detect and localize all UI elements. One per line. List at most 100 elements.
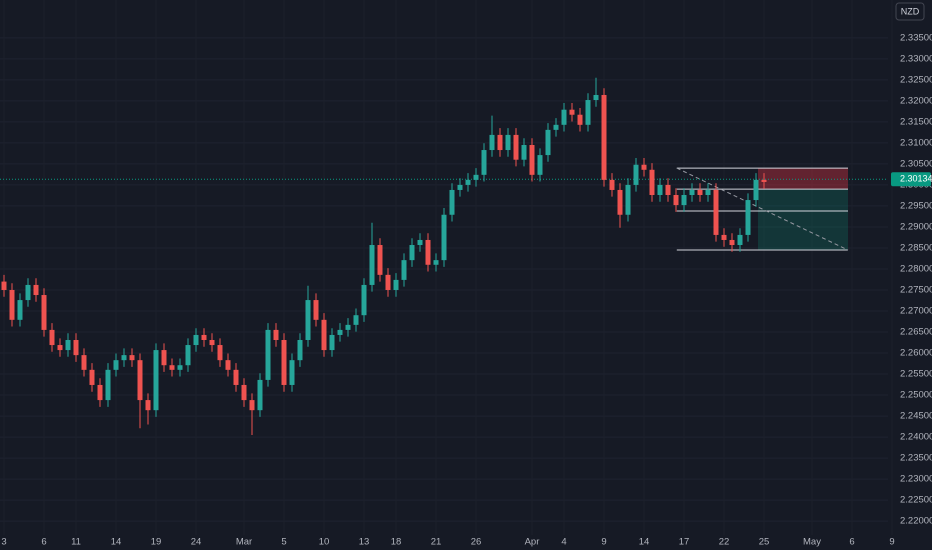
candle-body bbox=[553, 124, 559, 130]
candle-body bbox=[585, 100, 591, 125]
y-tick-label: 2.32000 bbox=[900, 95, 932, 106]
candle-body bbox=[673, 195, 679, 206]
candle-body bbox=[633, 164, 639, 185]
candle-body bbox=[241, 384, 247, 401]
candle-body bbox=[41, 295, 47, 330]
x-tick-label: 11 bbox=[71, 537, 81, 548]
x-tick-label: Mar bbox=[236, 537, 252, 548]
candle-body bbox=[177, 365, 183, 370]
y-tick-label: 2.23000 bbox=[900, 474, 932, 485]
x-tick-label: May bbox=[803, 537, 821, 548]
candle-body bbox=[529, 144, 535, 175]
candle-body bbox=[329, 334, 335, 351]
x-tick-label: 26 bbox=[471, 537, 482, 548]
y-tick-label: 2.23500 bbox=[900, 453, 932, 464]
candle-body bbox=[201, 334, 207, 340]
x-tick-label: 14 bbox=[639, 537, 650, 548]
y-tick-label: 2.29500 bbox=[900, 200, 932, 211]
candle-body bbox=[513, 134, 519, 160]
x-tick-label: 6 bbox=[849, 537, 854, 548]
candle-body bbox=[641, 164, 647, 170]
candle-body bbox=[25, 284, 31, 301]
candle-body bbox=[729, 239, 735, 246]
candle-body bbox=[169, 365, 175, 370]
candle-body bbox=[617, 189, 623, 215]
candle-body bbox=[369, 245, 375, 285]
x-tick-label: 9 bbox=[601, 537, 606, 548]
x-tick-label: 17 bbox=[679, 537, 690, 548]
candle-body bbox=[97, 384, 103, 401]
currency-label[interactable]: NZD bbox=[901, 6, 920, 16]
candle-body bbox=[257, 379, 263, 411]
x-tick-label: 5 bbox=[281, 537, 286, 548]
currency-box[interactable] bbox=[895, 2, 925, 21]
stop-zone bbox=[758, 168, 848, 190]
x-tick-label: 10 bbox=[319, 537, 330, 548]
y-tick-label: 2.25500 bbox=[900, 369, 932, 380]
candle-body bbox=[625, 184, 631, 215]
y-tick-label: 2.33500 bbox=[900, 32, 932, 43]
candle-body bbox=[449, 189, 455, 215]
candle-body bbox=[297, 339, 303, 361]
x-tick-label: 9 bbox=[889, 537, 894, 548]
x-tick-label: 13 bbox=[359, 537, 370, 548]
candle-body bbox=[145, 400, 151, 411]
candle-body bbox=[217, 345, 223, 361]
last-price-box bbox=[891, 172, 931, 187]
candle-body bbox=[281, 339, 287, 385]
candle-body bbox=[713, 189, 719, 235]
candle-body bbox=[465, 179, 471, 185]
candle-body bbox=[273, 329, 279, 340]
candle-body bbox=[33, 284, 39, 296]
candle-body bbox=[697, 189, 703, 196]
candle-body bbox=[481, 150, 487, 175]
y-tick-label: 2.30500 bbox=[900, 158, 932, 169]
x-tick-label: 19 bbox=[151, 537, 162, 548]
candle-body bbox=[561, 109, 567, 125]
y-tick-label: 2.28500 bbox=[900, 242, 932, 253]
y-tick-label: 2.22500 bbox=[900, 495, 932, 506]
candle-body bbox=[353, 315, 359, 325]
candle-body bbox=[9, 289, 15, 320]
candle-body bbox=[81, 355, 87, 370]
y-tick-label: 2.26000 bbox=[900, 348, 932, 359]
x-tick-label: 24 bbox=[191, 537, 202, 548]
candle-body bbox=[665, 184, 671, 196]
candle-body bbox=[761, 179, 767, 182]
candle-body bbox=[289, 360, 295, 385]
candle-body bbox=[577, 114, 583, 125]
candle-body bbox=[17, 300, 23, 320]
x-tick-label: 25 bbox=[759, 537, 770, 548]
candle-body bbox=[521, 144, 527, 160]
candle-body bbox=[321, 319, 327, 351]
candle-body bbox=[537, 155, 543, 175]
y-tick-label: 2.24000 bbox=[900, 432, 932, 443]
x-tick-label: 3 bbox=[1, 537, 6, 548]
candle-body bbox=[225, 360, 231, 370]
candle-body bbox=[753, 179, 759, 201]
candle-body bbox=[209, 339, 215, 346]
x-tick-label: 6 bbox=[41, 537, 46, 548]
candle-body bbox=[1, 281, 7, 290]
candle-body bbox=[385, 274, 391, 290]
candle-body bbox=[73, 339, 79, 356]
x-tick-label: 22 bbox=[719, 537, 730, 548]
candle-body bbox=[705, 189, 711, 196]
candle-body bbox=[473, 174, 479, 180]
candle-body bbox=[65, 339, 71, 351]
candle-body bbox=[161, 350, 167, 366]
y-tick-label: 2.27500 bbox=[900, 284, 932, 295]
y-tick-label: 2.33000 bbox=[900, 53, 932, 64]
x-tick-label: 21 bbox=[431, 537, 442, 548]
candle-body bbox=[361, 284, 367, 316]
candle-body bbox=[57, 345, 63, 351]
candle-body bbox=[137, 360, 143, 401]
candle-body bbox=[545, 129, 551, 156]
x-tick-label: 14 bbox=[111, 537, 122, 548]
y-tick-label: 2.31000 bbox=[900, 137, 932, 148]
trend-line bbox=[676, 167, 849, 251]
candle-body bbox=[153, 350, 159, 411]
